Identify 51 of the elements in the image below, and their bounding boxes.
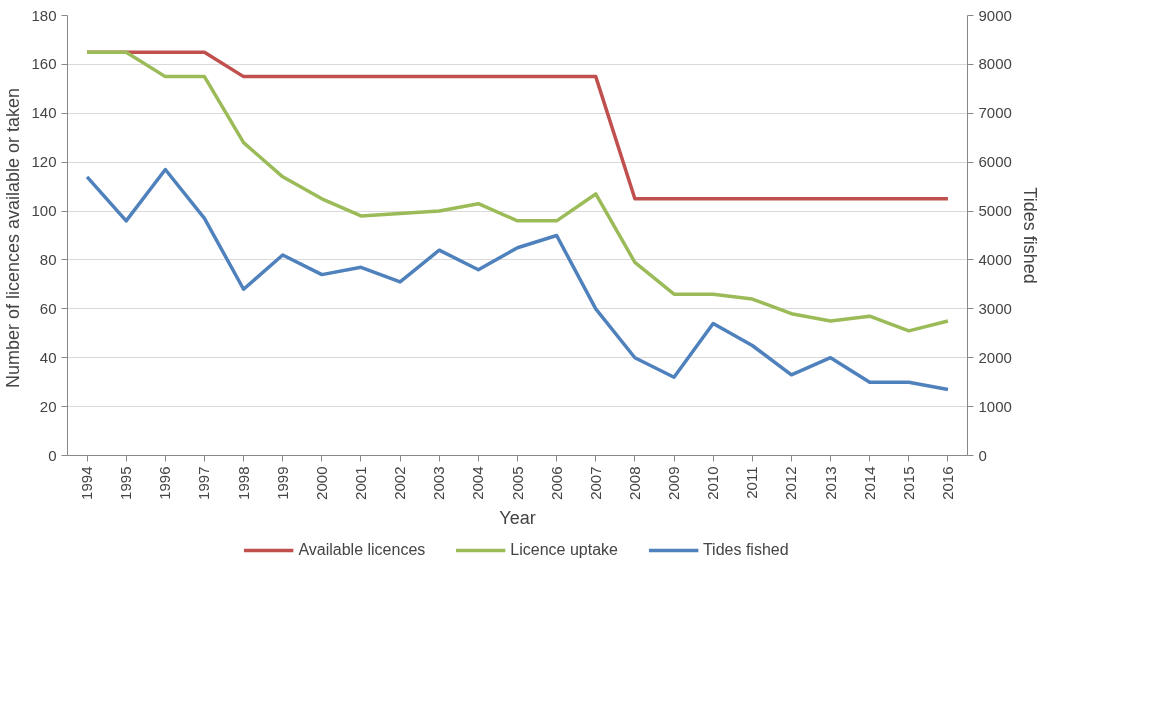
y-tick-label: 80 — [39, 250, 57, 268]
y-tick-label: 180 — [31, 6, 57, 24]
y-axis-title: Number of licences available or taken — [3, 87, 24, 389]
x-tick-label: 2015 — [899, 466, 917, 500]
x-tick-label: 2010 — [704, 466, 722, 500]
y2-tick-label: 0 — [978, 446, 987, 464]
y2-tick-label: 1000 — [978, 397, 1012, 415]
y-tick-label: 160 — [31, 55, 57, 73]
y2-tick-label: 6000 — [978, 153, 1012, 171]
legend-label: Licence uptake — [510, 541, 618, 559]
x-tick-label: 2014 — [860, 466, 878, 500]
y-tick-label: 20 — [39, 397, 57, 415]
x-axis-title: Year — [499, 507, 536, 528]
y-tick-label: 100 — [31, 202, 57, 220]
y-tick-label: 120 — [31, 153, 57, 171]
y2-tick-label: 5000 — [978, 202, 1012, 220]
legend-label: Tides fished — [702, 541, 789, 559]
x-tick-label: 2013 — [821, 466, 839, 500]
x-tick-label: 2007 — [586, 466, 604, 500]
y2-tick-label: 4000 — [978, 250, 1012, 268]
x-tick-label: 1998 — [234, 466, 252, 500]
line-series — [85, 50, 950, 333]
x-tick-label: 2008 — [625, 466, 643, 500]
y2-tick-label: 2000 — [978, 348, 1012, 366]
x-tick-label: 2012 — [782, 466, 800, 500]
x-tick-label: 2002 — [391, 466, 409, 500]
y2-tick-label: 9000 — [978, 6, 1012, 24]
x-tick-label: 1995 — [117, 466, 135, 500]
x-tick-label: 2001 — [351, 466, 369, 500]
x-tick-label: 1997 — [195, 466, 213, 500]
y-tick-label: 60 — [39, 299, 57, 317]
legend-label: Available licences — [298, 541, 426, 559]
x-tick-label: 2006 — [547, 466, 565, 500]
y-tick-label: 40 — [39, 348, 57, 366]
x-tick-label: 2004 — [469, 466, 487, 500]
y2-tick-label: 8000 — [978, 55, 1012, 73]
x-tick-label: 2005 — [508, 466, 526, 500]
x-tick-label: 2009 — [665, 466, 683, 500]
y2-tick-label: 7000 — [978, 104, 1012, 122]
x-tick-label: 1994 — [78, 466, 96, 500]
x-tick-label: 1999 — [273, 466, 291, 500]
line-series — [85, 167, 950, 392]
x-tick-label: 2016 — [938, 466, 956, 500]
y-tick-label: 140 — [31, 104, 57, 122]
x-tick-label: 2003 — [430, 466, 448, 500]
y-tick-label: 0 — [48, 446, 57, 464]
x-tick-label: 2000 — [312, 466, 330, 500]
x-tick-label: 2011 — [743, 466, 761, 499]
x-tick-label: 1996 — [156, 466, 174, 500]
y2-axis-title: Tides fished — [1019, 187, 1040, 284]
y2-tick-label: 3000 — [978, 299, 1012, 317]
